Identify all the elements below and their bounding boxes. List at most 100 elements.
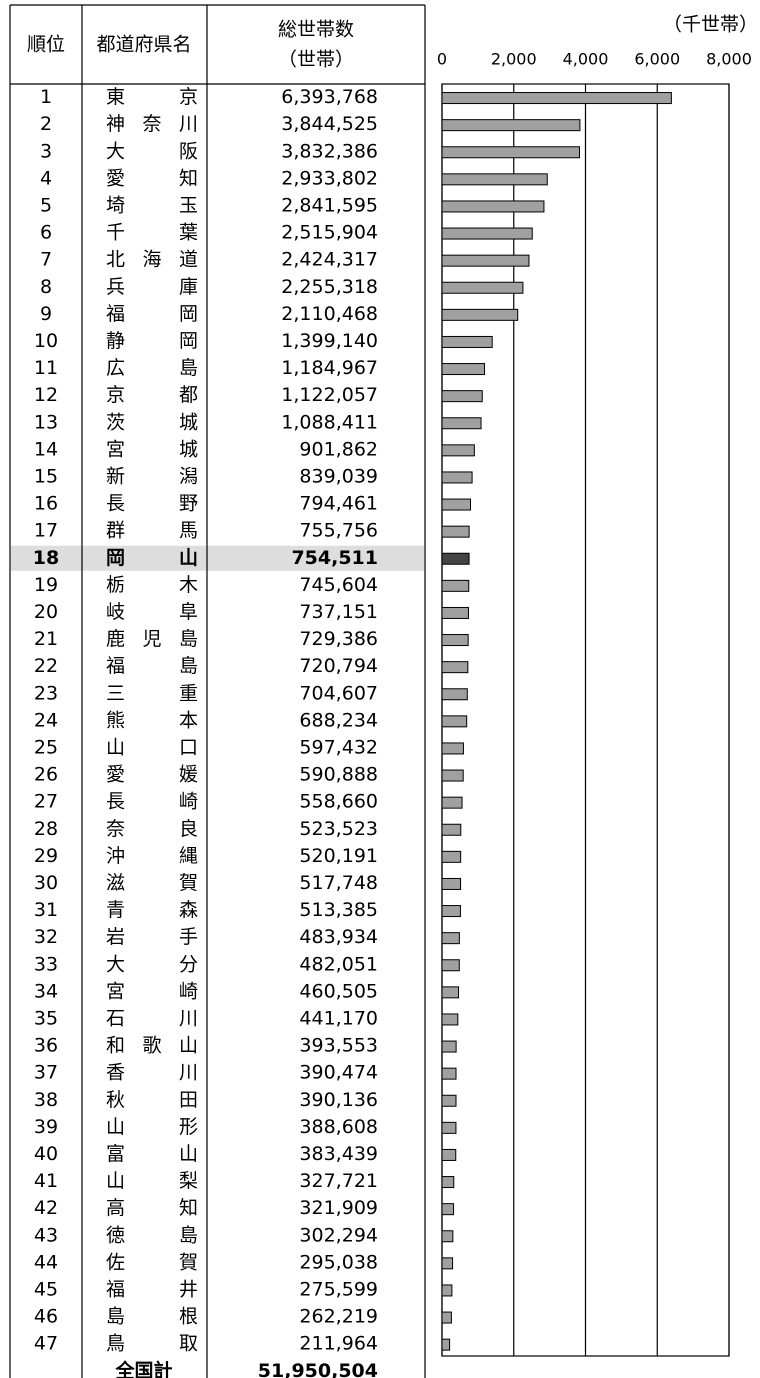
value-label: 688,234 (299, 709, 378, 731)
value-label: 597,432 (299, 736, 378, 758)
bar (441, 552, 470, 565)
value-label: 6,393,768 (281, 86, 378, 108)
prefecture: 福井 (106, 1278, 198, 1300)
prefecture: 北海道 (106, 249, 198, 271)
rank: 16 (34, 493, 58, 515)
highlight-row (11, 545, 424, 571)
value-label: 755,756 (299, 520, 378, 542)
bar (441, 173, 548, 186)
bar (441, 146, 580, 159)
rank: 19 (34, 574, 58, 596)
prefecture: 岩手 (106, 926, 198, 948)
prefecture: 和歌山 (106, 1035, 198, 1057)
bar (441, 1284, 453, 1297)
backgrounds (11, 545, 424, 571)
prefecture: 鹿児島 (106, 628, 198, 650)
rank: 30 (34, 872, 58, 894)
rank: 11 (34, 357, 58, 379)
bar (441, 390, 483, 403)
rank: 31 (34, 899, 58, 921)
value-label: 275,599 (299, 1278, 378, 1300)
rank: 46 (34, 1306, 58, 1328)
bar (441, 92, 672, 105)
value-label: 441,170 (299, 1007, 378, 1029)
value-label: 2,110,468 (281, 303, 378, 325)
prefecture: 宮崎 (106, 980, 198, 1002)
prefecture: 新潟 (106, 465, 198, 487)
bar (441, 1230, 454, 1243)
rank: 12 (34, 384, 58, 406)
rank: 28 (34, 818, 58, 840)
prefecture: 大阪 (106, 140, 198, 162)
bar (441, 227, 533, 240)
prefecture: 滋賀 (106, 872, 198, 894)
value-label: 321,909 (299, 1197, 378, 1219)
value-label: 460,505 (299, 980, 378, 1002)
prefecture: 群馬 (106, 520, 198, 542)
value-label: 729,386 (299, 628, 378, 650)
bar (441, 1067, 457, 1080)
bar (441, 471, 473, 484)
prefecture: 大分 (106, 953, 198, 975)
bar (441, 661, 469, 674)
rank: 22 (34, 655, 58, 677)
prefecture: 広島 (106, 357, 198, 379)
value-label: 2,255,318 (281, 276, 378, 298)
rank: 20 (34, 601, 58, 623)
bar (441, 281, 524, 294)
value-label: 590,888 (299, 764, 378, 786)
prefecture: 山口 (106, 736, 198, 758)
bar (441, 959, 460, 972)
value-label: 704,607 (299, 682, 378, 704)
prefecture: 埼玉 (106, 194, 198, 216)
value-label: 1,399,140 (281, 330, 378, 352)
axis-label: （千世帯） (663, 14, 758, 36)
value-label: 388,608 (299, 1116, 378, 1138)
rank: 4 (40, 167, 52, 189)
value-label: 720,794 (299, 655, 378, 677)
bar (441, 715, 468, 728)
rank: 18 (33, 547, 59, 569)
prefecture: 山梨 (106, 1170, 198, 1192)
value-label: 483,934 (299, 926, 378, 948)
value-label: 1,122,057 (281, 384, 378, 406)
value-label: 737,151 (299, 601, 378, 623)
prefecture: 山形 (106, 1116, 198, 1138)
rank: 2 (40, 113, 52, 135)
bar (441, 1311, 452, 1324)
x-tick-label: 4,000 (563, 50, 609, 69)
value-label: 3,844,525 (281, 113, 378, 135)
rank: 3 (40, 140, 52, 162)
bar (441, 1257, 454, 1270)
x-tick-label: 2,000 (491, 50, 537, 69)
prefecture: 栃木 (106, 574, 198, 596)
prefecture: 静岡 (106, 330, 198, 352)
rank: 14 (34, 438, 58, 460)
rank: 38 (34, 1089, 58, 1111)
value-label: 513,385 (299, 899, 378, 921)
prefecture: 長野 (106, 493, 198, 515)
x-tick-label: 8,000 (706, 50, 752, 69)
value-label: 517,748 (299, 872, 378, 894)
value-label: 520,191 (299, 845, 378, 867)
total-label: 全国計 (114, 1359, 172, 1378)
prefecture: 熊本 (106, 709, 198, 731)
x-tick-label: 6,000 (634, 50, 680, 69)
rank: 21 (34, 628, 58, 650)
rank: 35 (34, 1007, 58, 1029)
rank: 39 (34, 1116, 58, 1138)
rank: 43 (34, 1224, 58, 1246)
value-label: 754,511 (291, 547, 378, 569)
bar (441, 1094, 457, 1107)
value-label: 2,933,802 (281, 167, 378, 189)
prefecture: 茨城 (106, 411, 198, 433)
header: 順位 (27, 34, 65, 56)
bar (441, 200, 545, 213)
value-label: 211,964 (299, 1333, 378, 1355)
value-label: 1,088,411 (281, 411, 378, 433)
rank: 41 (34, 1170, 58, 1192)
prefecture: 福島 (106, 655, 198, 677)
rank: 33 (34, 953, 58, 975)
prefecture: 長崎 (106, 791, 198, 813)
prefecture: 高知 (106, 1197, 198, 1219)
